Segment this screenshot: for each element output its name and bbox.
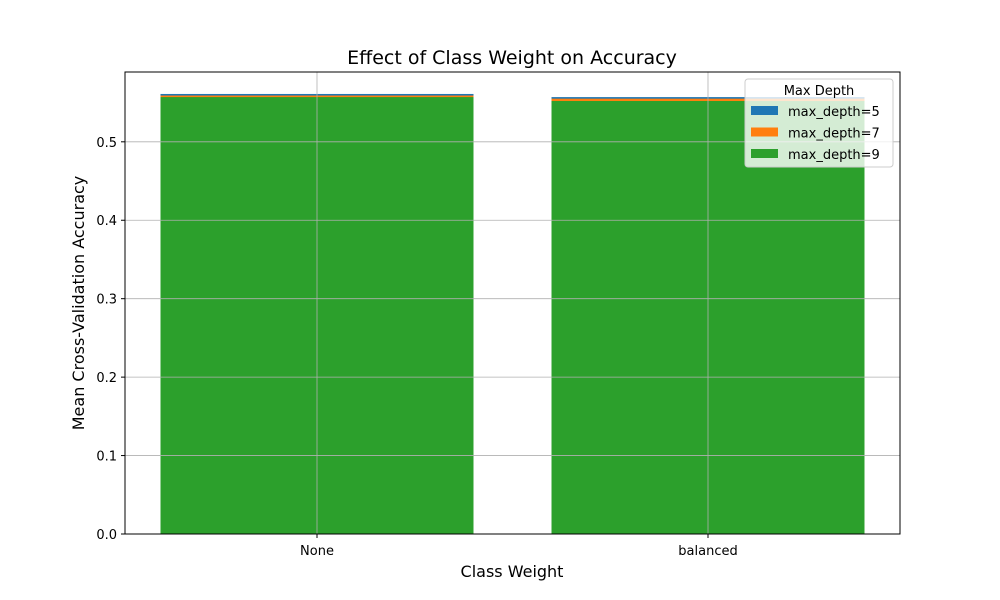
legend-swatch: [751, 127, 778, 137]
y-tick-label: 0.0: [96, 528, 117, 543]
y-tick-label: 0.5: [96, 136, 117, 151]
y-tick-label: 0.3: [96, 293, 117, 308]
y-axis-label: Mean Cross-Validation Accuracy: [69, 176, 88, 431]
y-tick-label: 0.2: [96, 371, 117, 386]
legend-label: max_depth=5: [788, 105, 880, 120]
legend-label: max_depth=7: [788, 127, 880, 142]
x-axis-label: Class Weight: [461, 562, 564, 581]
chart-title: Effect of Class Weight on Accuracy: [347, 47, 677, 69]
y-axis-ticks: 0.0 0.1 0.2 0.3 0.4 0.5: [96, 136, 125, 543]
x-tick-label: None: [300, 544, 334, 559]
plot-frame: [124, 71, 901, 535]
legend-swatch: [751, 149, 778, 158]
legend-swatch: [751, 106, 778, 115]
legend-title: Max Depth: [784, 84, 855, 99]
legend: Max Depth max_depth=5max_depth=7max_dept…: [744, 78, 894, 168]
legend-entries: max_depth=5 max_depth=7 max_depth=9: [751, 105, 880, 163]
x-tick-label: balanced: [678, 544, 737, 559]
legend-box: [744, 78, 894, 168]
x-axis-ticks: None balanced: [300, 534, 738, 559]
y-tick-label: 0.4: [96, 214, 117, 229]
y-tick-label: 0.1: [96, 450, 117, 465]
legend-label: max_depth=9: [788, 148, 880, 163]
